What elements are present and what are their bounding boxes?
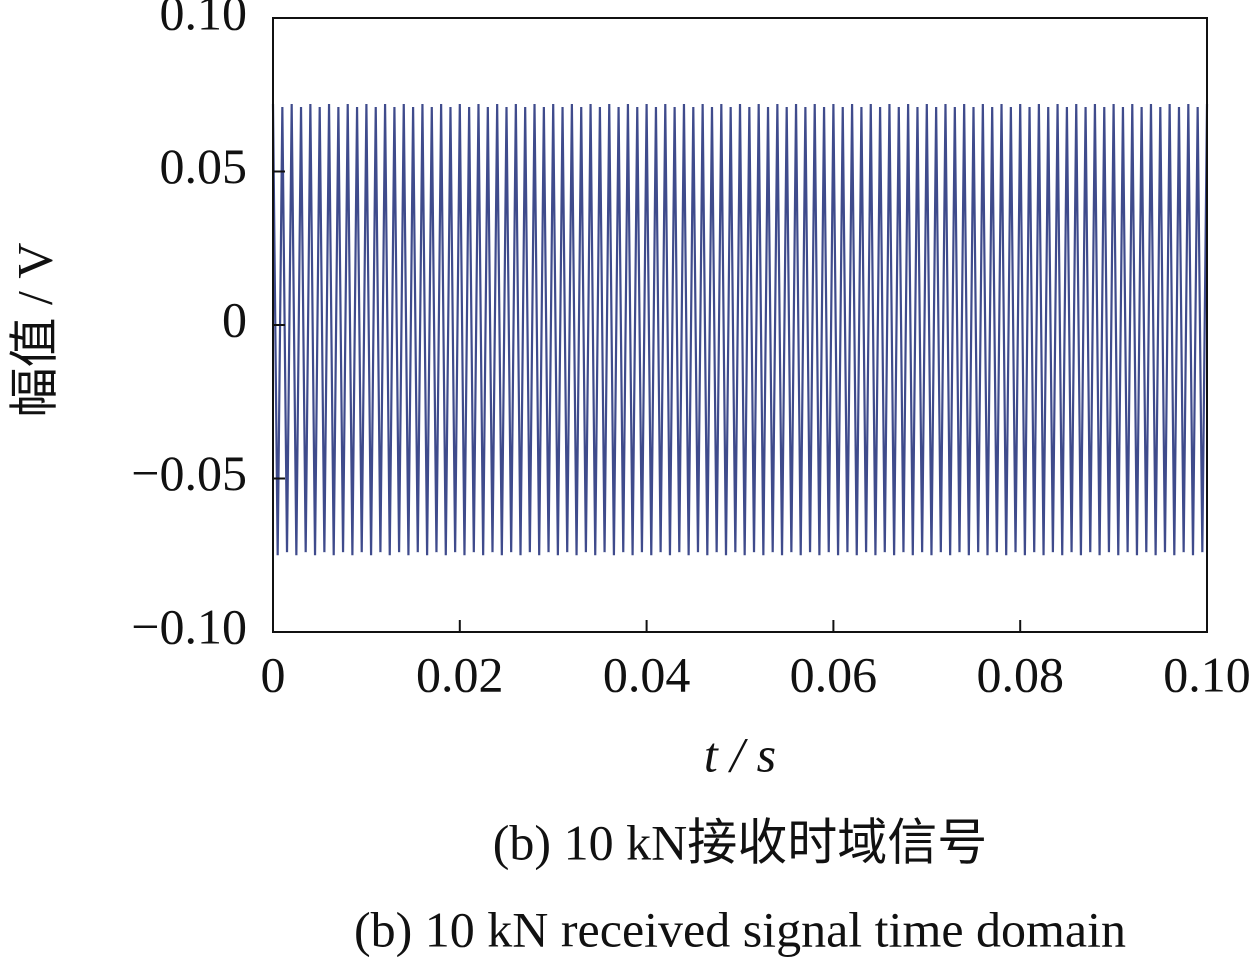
x-tick-label: 0.02 [416, 646, 504, 702]
signal-line [271, 103, 1209, 556]
y-tick-label: −0.05 [131, 445, 247, 501]
y-tick-label: 0.05 [160, 138, 248, 194]
x-tick-label: 0 [261, 646, 286, 702]
y-axis-label: 幅值 / V [6, 243, 62, 418]
y-tick-label: −0.10 [131, 598, 247, 654]
x-tick-label: 0.06 [790, 646, 878, 702]
x-tick-label: 0.04 [603, 646, 691, 702]
x-axis-label: t / s [704, 726, 776, 782]
caption: (b) 10 kN接收时域信号 [493, 814, 987, 870]
y-tick-label: 0.10 [160, 0, 248, 40]
y-tick-label: 0 [222, 291, 247, 347]
x-tick-label: 0.08 [976, 646, 1064, 702]
x-tick-label: 0.10 [1163, 646, 1251, 702]
caption: (b) 10 kN received signal time domain [354, 901, 1126, 957]
